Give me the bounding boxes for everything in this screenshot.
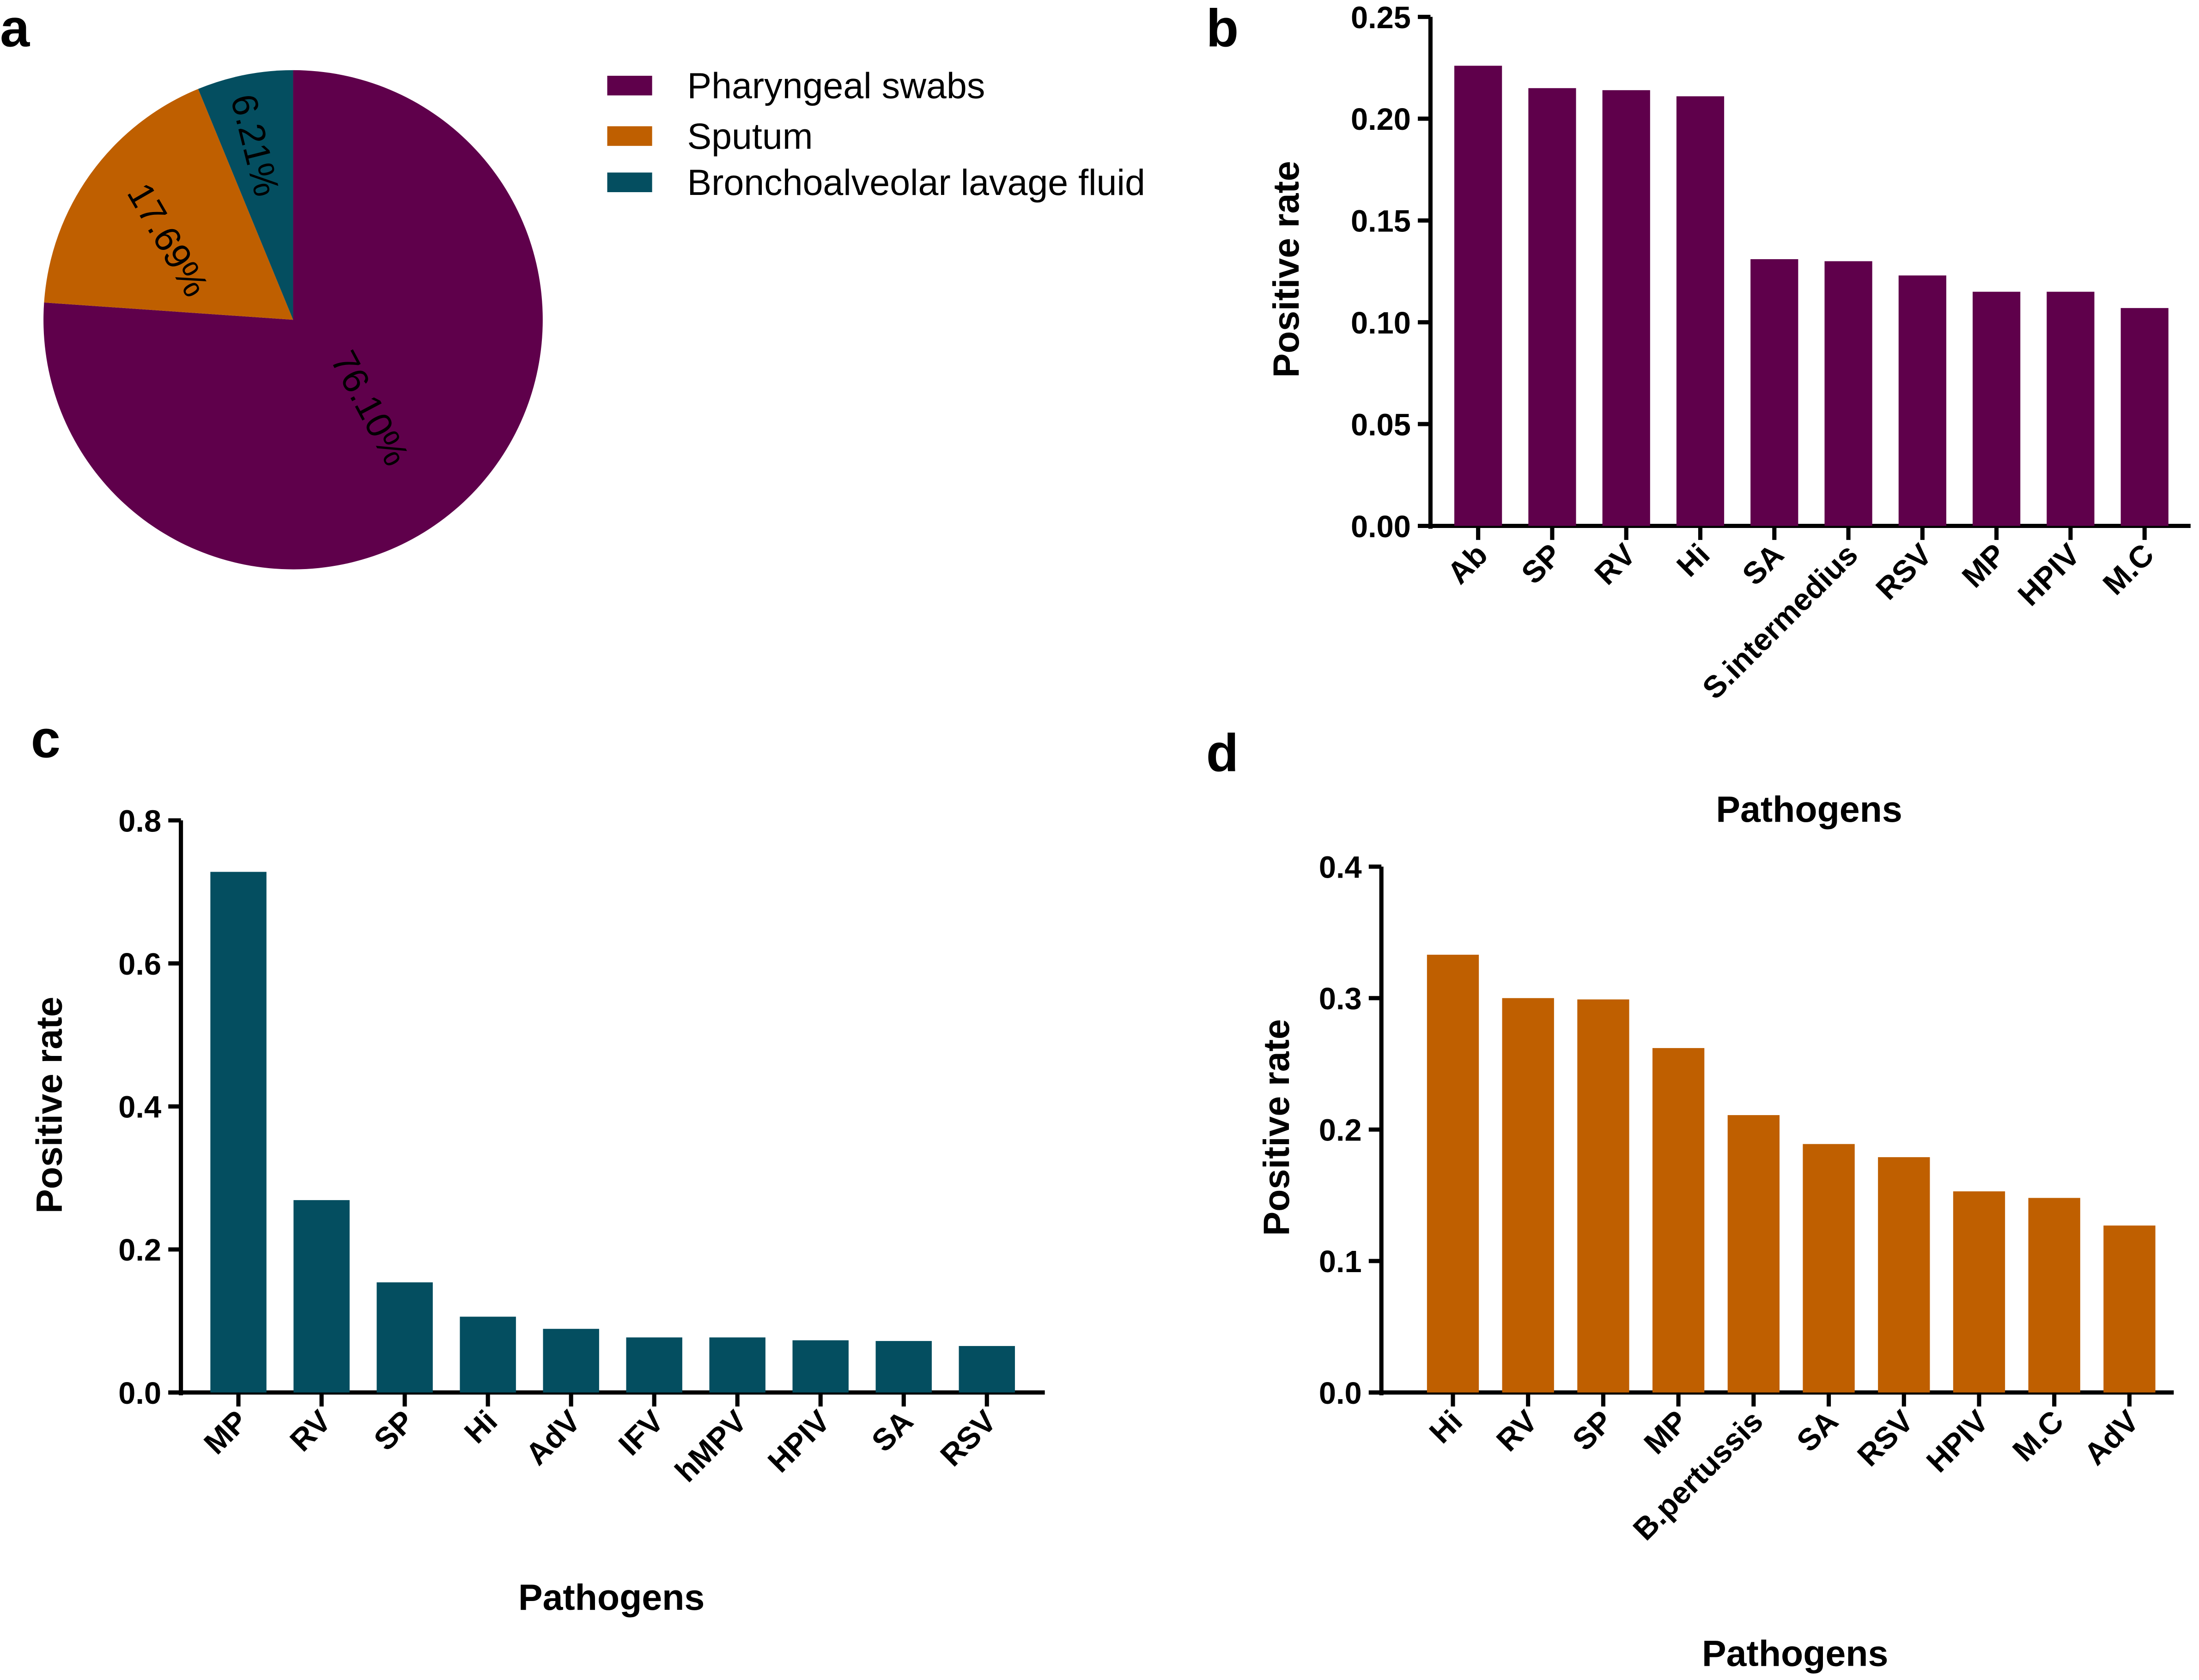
- y-tick-label: 0.6: [118, 947, 161, 982]
- bar: [959, 1346, 1015, 1393]
- y-tick-label: 0.20: [1351, 103, 1411, 137]
- bar: [2103, 1225, 2156, 1393]
- y-tick-label: 0.0: [1319, 1377, 1362, 1411]
- x-tick-label: RV: [284, 1404, 338, 1458]
- x-tick-label: Ab: [1441, 538, 1494, 591]
- x-tick-label: AdV: [2078, 1404, 2146, 1472]
- x-tick-label: IFV: [612, 1404, 670, 1462]
- bar: [1750, 259, 1798, 526]
- x-tick-label: RV: [1588, 537, 1642, 591]
- y-tick-label: 0.10: [1351, 306, 1411, 340]
- y-tick-label: 0.2: [118, 1233, 161, 1268]
- x-tick-label: M.C: [2006, 1404, 2071, 1468]
- bar: [1502, 998, 1554, 1393]
- pie-slice: [198, 70, 293, 320]
- bar: [1676, 96, 1725, 526]
- x-tick-label: SA: [1791, 1404, 1845, 1459]
- x-tick-label: hMPV: [669, 1404, 754, 1489]
- bar: [626, 1337, 682, 1393]
- panel-letter-a: a: [0, 0, 30, 58]
- x-tick-label: RSV: [934, 1404, 1003, 1473]
- y-tick-label: 0.0: [118, 1377, 161, 1411]
- bar: [1528, 88, 1576, 526]
- bar: [875, 1341, 932, 1393]
- pie-chart: 76.10%17.69%6.21%: [43, 70, 543, 570]
- bar: [1652, 1048, 1705, 1393]
- x-tick-label: Hi: [1671, 538, 1717, 584]
- x-axis-title: Pathogens: [1702, 1633, 1888, 1674]
- bar: [1973, 291, 2021, 526]
- pie-legend: Pharyngeal swabs Sputum Bronchoalveolar la…: [607, 66, 1145, 203]
- y-tick-label: 0.4: [118, 1091, 161, 1125]
- legend-label: Bronchoalveolar lavage fluid: [687, 162, 1145, 203]
- pie-slice: [43, 70, 543, 570]
- x-tick-label: Hi: [1423, 1404, 1469, 1450]
- bar: [210, 872, 267, 1393]
- y-tick-label: 0.1: [1319, 1245, 1362, 1279]
- y-axis-title: Positive rate: [1266, 161, 1306, 377]
- y-tick-label: 0.05: [1351, 408, 1411, 442]
- bar: [1602, 90, 1650, 526]
- pie-slice: [44, 89, 293, 320]
- x-tick-label: SP: [1566, 1404, 1619, 1457]
- bar: [2047, 291, 2095, 526]
- bar: [2120, 308, 2169, 526]
- x-tick-label: MP: [1956, 538, 2012, 594]
- bar: [543, 1328, 599, 1393]
- panel-letter-c: c: [31, 710, 61, 769]
- legend-label: Sputum: [687, 116, 813, 157]
- bar: [460, 1316, 516, 1393]
- bar: [1454, 66, 1502, 526]
- bar: [377, 1282, 433, 1393]
- y-axis-title: Positive rate: [1256, 1019, 1297, 1236]
- y-tick-label: 0.15: [1351, 205, 1411, 239]
- x-tick-label: RSV: [1851, 1404, 1920, 1473]
- bar: [2028, 1198, 2080, 1393]
- y-tick-label: 0.25: [1351, 1, 1411, 35]
- x-tick-label: M.C: [2096, 538, 2161, 602]
- x-tick-label: RV: [1490, 1404, 1544, 1458]
- legend-swatch: [607, 126, 652, 146]
- x-tick-label: MP: [198, 1404, 255, 1461]
- bar: [1577, 999, 1629, 1393]
- x-tick-label: Hi: [458, 1404, 504, 1450]
- panel-letter-d: d: [1206, 724, 1239, 783]
- legend-swatch: [607, 172, 652, 192]
- bar: [1427, 954, 1479, 1393]
- x-tick-label: MP: [1638, 1404, 1695, 1461]
- x-tick-label: SP: [1515, 538, 1568, 591]
- bar: [293, 1200, 350, 1393]
- x-tick-label: HPIV: [2011, 537, 2087, 613]
- legend-label: Pharyngeal swabs: [687, 66, 985, 106]
- y-tick-label: 0.2: [1319, 1114, 1362, 1148]
- bar: [1803, 1144, 1855, 1393]
- bar: [1824, 261, 1872, 526]
- x-tick-label: HPIV: [1920, 1404, 1995, 1479]
- y-tick-label: 0.3: [1319, 982, 1362, 1016]
- x-tick-label: AdV: [519, 1404, 587, 1472]
- x-tick-label: RSV: [1870, 537, 1939, 606]
- bar: [1953, 1191, 2005, 1393]
- x-tick-label: SP: [368, 1404, 421, 1457]
- x-axis-title: Pathogens: [518, 1577, 705, 1618]
- y-tick-label: 0.4: [1319, 850, 1362, 885]
- bar-chart-d: 0.00.10.20.30.4Hi RV SP MPB.pertussis SA RSV H…: [1256, 850, 2174, 1674]
- y-axis-title: Positive rate: [29, 997, 70, 1213]
- legend-swatch: [607, 76, 652, 96]
- bar: [709, 1337, 765, 1393]
- bar: [792, 1340, 849, 1393]
- panel-letter-b: b: [1206, 0, 1239, 58]
- x-tick-label: SA: [1736, 538, 1791, 592]
- y-tick-label: 0.00: [1351, 510, 1411, 544]
- bar: [1898, 275, 1946, 526]
- y-tick-label: 0.8: [118, 804, 161, 838]
- x-axis-title: Pathogens: [1716, 789, 1902, 830]
- x-tick-label: SA: [865, 1404, 920, 1459]
- bar: [1727, 1115, 1780, 1393]
- x-tick-label: HPIV: [762, 1404, 837, 1479]
- bar: [1878, 1157, 1930, 1393]
